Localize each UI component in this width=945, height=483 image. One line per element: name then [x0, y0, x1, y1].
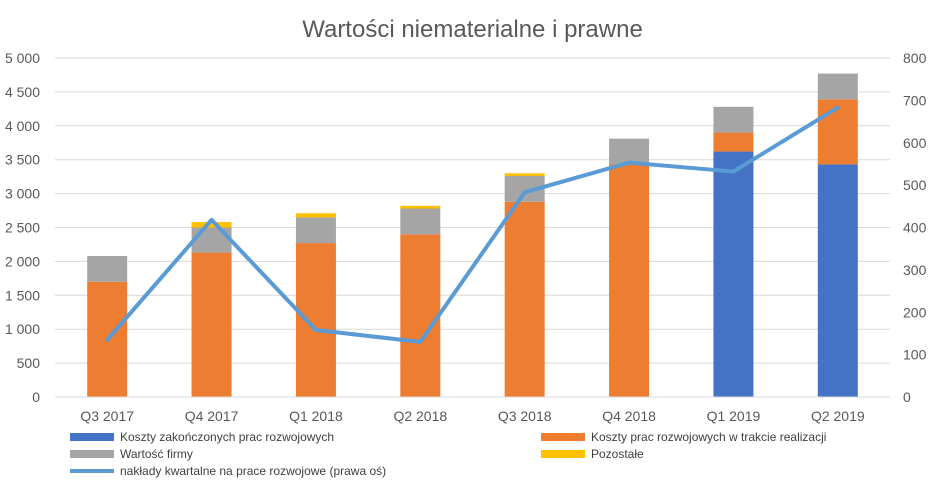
bar-segment [609, 138, 650, 165]
x-tick-label: Q2 2018 [393, 408, 447, 424]
y-tick-label: 500 [17, 355, 41, 371]
bar-segment [817, 99, 858, 165]
y-tick-label: 4 000 [5, 118, 40, 134]
y2-tick-label: 200 [903, 304, 927, 320]
bar-segment [713, 106, 754, 133]
y-tick-label: 1 000 [5, 321, 40, 337]
bar-segment [504, 201, 545, 397]
bar-segment [609, 164, 650, 397]
legend-swatch-line [70, 469, 114, 473]
x-tick-label: Q4 2018 [602, 408, 656, 424]
y2-tick-label: 0 [903, 389, 911, 405]
legend-label-line: nakłady kwartalne na prace rozwojowe (pr… [120, 464, 387, 478]
chart-title: Wartości niematerialne i prawne [302, 16, 643, 43]
legend-item-completed: Koszty zakończonych prac rozwojowych [70, 430, 334, 444]
y-tick-label: 0 [32, 389, 40, 405]
legend-label-completed: Koszty zakończonych prac rozwojowych [120, 430, 335, 444]
y2-tick-label: 500 [903, 177, 927, 193]
x-tick-label: Q3 2018 [498, 408, 552, 424]
y2-tick-label: 800 [903, 50, 927, 66]
bar-segment [713, 151, 754, 397]
y-tick-label: 2 000 [5, 253, 40, 269]
x-tick-label: Q1 2018 [289, 408, 343, 424]
y-tick-label: 5 000 [5, 50, 40, 66]
bar-segment [191, 222, 232, 228]
bar-segment [87, 255, 128, 282]
bar-segment [400, 208, 441, 235]
legend-item-line: nakłady kwartalne na prace rozwojowe (pr… [70, 464, 386, 478]
x-tick-label: Q1 2019 [707, 408, 761, 424]
x-tick-label: Q4 2017 [185, 408, 239, 424]
legend-swatch-in-progress [541, 433, 585, 441]
y2-tick-label: 700 [903, 92, 927, 108]
y2-tick-label: 100 [903, 347, 927, 363]
bar-segment [504, 173, 545, 176]
legend-swatch-other [541, 450, 585, 458]
legend-item-in-progress: Koszty prac rozwojowych w trakcie realiz… [541, 430, 826, 444]
legend-label-goodwill: Wartość firmy [120, 447, 193, 461]
bar-segment [400, 205, 441, 209]
bar-segment [295, 217, 336, 244]
legend-label-in-progress: Koszty prac rozwojowych w trakcie realiz… [591, 430, 827, 444]
legend-label-other: Pozostałe [591, 447, 644, 461]
y2-tick-label: 600 [903, 135, 927, 151]
legend-item-other: Pozostałe [541, 447, 644, 461]
x-tick-label: Q3 2017 [80, 408, 134, 424]
bar-segment [191, 252, 232, 397]
legend-swatch-completed [70, 433, 114, 441]
x-tick-label: Q2 2019 [811, 408, 865, 424]
y2-tick-label: 300 [903, 262, 927, 278]
y-tick-label: 1 500 [5, 287, 40, 303]
bar-segment [295, 243, 336, 397]
y2-tick-label: 400 [903, 220, 927, 236]
y-tick-label: 3 500 [5, 152, 40, 168]
bar-segment [817, 164, 858, 397]
y-tick-label: 2 500 [5, 220, 40, 236]
bar-segment [295, 213, 336, 218]
y-tick-label: 3 000 [5, 186, 40, 202]
y-tick-label: 4 500 [5, 84, 40, 100]
bar-segment [400, 234, 441, 397]
bar-segment [713, 132, 754, 152]
bar-segment [817, 73, 858, 100]
line-series [105, 105, 840, 344]
legend-swatch-goodwill [70, 450, 114, 458]
legend-item-goodwill: Wartość firmy [70, 447, 193, 461]
bar-segment [191, 227, 232, 253]
